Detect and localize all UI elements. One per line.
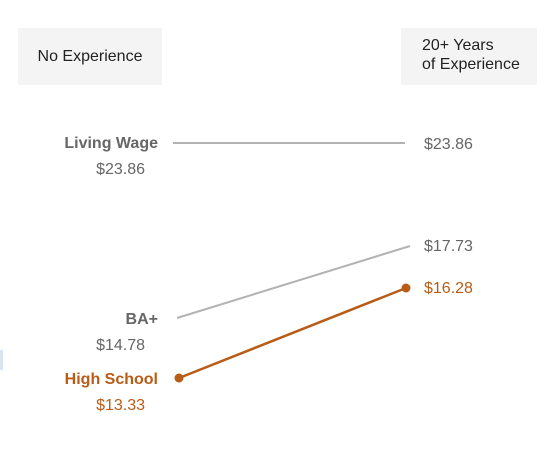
header-no-experience: No Experience: [18, 28, 162, 85]
series-end-value-label-ba: $17.73: [424, 238, 473, 255]
series-end-value-label-living-wage: $23.86: [424, 136, 473, 153]
header-20-years-line2: of Experience: [422, 56, 520, 73]
header-no-experience-label: No Experience: [37, 48, 143, 65]
series-start-value-label-ba: $14.78: [96, 337, 145, 354]
series-name-label-ba: BA+: [126, 311, 158, 328]
header-20-years-line1: 20+ Years: [422, 37, 494, 54]
series-start-value-label-living-wage: $23.86: [96, 161, 145, 178]
header-20-years-experience: 20+ Years of Experience: [401, 28, 537, 85]
series-line-high-school: [178, 286, 407, 380]
series-point-high-school-start: [174, 373, 184, 383]
series-end-value-label-high-school: $16.28: [424, 280, 473, 297]
series-point-high-school-end: [401, 283, 411, 293]
left-edge-mark: [0, 350, 3, 370]
series-layer: Living Wage $23.86 $23.86 BA+ $14.78 $17.73 Hi…: [64, 135, 473, 414]
series-start-value-label-high-school: $13.33: [96, 397, 145, 414]
series-name-label-high-school: High School: [65, 371, 158, 388]
series-line-ba: [176, 245, 411, 319]
series-name-label-living-wage: Living Wage: [64, 135, 158, 152]
